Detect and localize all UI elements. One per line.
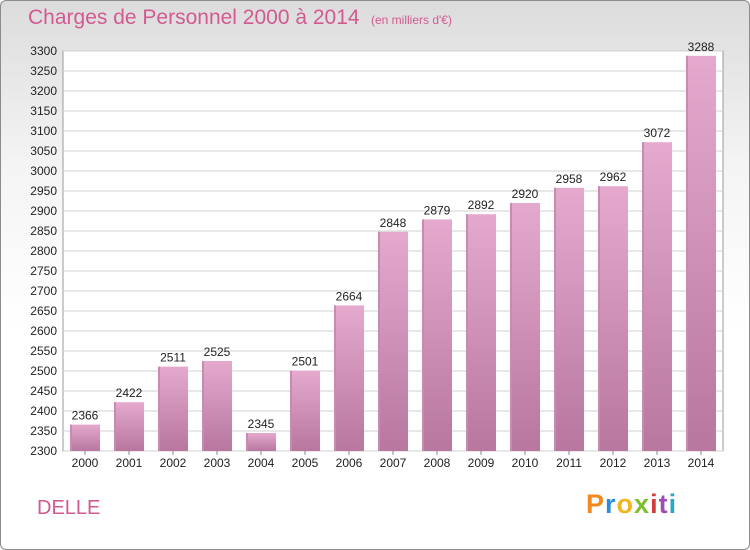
chart-subtitle: (en milliers d'€) bbox=[371, 13, 452, 27]
x-tick-label: 2013 bbox=[644, 456, 671, 470]
y-tick-label: 2650 bbox=[30, 304, 57, 318]
bar-edge bbox=[510, 203, 512, 451]
y-tick-label: 3000 bbox=[30, 164, 57, 178]
value-label: 2962 bbox=[600, 170, 627, 184]
y-tick-label: 2550 bbox=[30, 344, 57, 358]
bar-2006 bbox=[334, 305, 364, 451]
y-tick-label: 3150 bbox=[30, 104, 57, 118]
proxiti-logo: Proxiti bbox=[586, 489, 677, 520]
bar-edge bbox=[114, 402, 116, 451]
x-tick-label: 2006 bbox=[336, 456, 363, 470]
value-label: 2366 bbox=[72, 409, 99, 423]
bar-edge bbox=[598, 186, 600, 451]
bar-edge bbox=[290, 370, 292, 451]
bar-edge bbox=[554, 187, 556, 452]
bar-edge bbox=[686, 55, 688, 452]
commune-name: DELLE bbox=[37, 497, 101, 519]
bar-2009 bbox=[466, 214, 496, 451]
y-tick-label: 3250 bbox=[30, 64, 57, 78]
x-tick-label: 2004 bbox=[248, 456, 275, 470]
value-label: 2345 bbox=[248, 417, 275, 431]
x-tick-label: 2000 bbox=[72, 456, 99, 470]
logo-letter: x bbox=[634, 489, 651, 519]
bar-edge bbox=[378, 231, 380, 451]
bar-edge bbox=[158, 366, 160, 451]
value-label: 2501 bbox=[292, 355, 319, 369]
bar-edge bbox=[70, 424, 72, 451]
x-axis-ticks: 2000 2001 2002 2003 2004 2005 2006 2007 2008 2009… bbox=[72, 451, 715, 470]
bar-2012 bbox=[598, 186, 628, 451]
bar-2002 bbox=[158, 366, 188, 451]
value-label: 2525 bbox=[204, 345, 231, 359]
value-label: 2879 bbox=[424, 203, 451, 217]
chart-title: Charges de Personnel 2000 à 2014 bbox=[28, 6, 360, 29]
value-label: 3288 bbox=[688, 40, 715, 54]
bar-edge bbox=[202, 361, 204, 451]
x-tick-label: 2005 bbox=[292, 456, 319, 470]
value-label: 2422 bbox=[116, 386, 143, 400]
bar-2005 bbox=[290, 370, 320, 451]
bar-edge bbox=[422, 219, 424, 451]
y-tick-label: 2450 bbox=[30, 384, 57, 398]
y-tick-label: 2750 bbox=[30, 264, 57, 278]
y-tick-label: 2300 bbox=[30, 444, 57, 458]
y-tick-label: 2350 bbox=[30, 424, 57, 438]
logo-letter: r bbox=[605, 489, 617, 519]
y-tick-label: 2600 bbox=[30, 324, 57, 338]
x-tick-label: 2002 bbox=[160, 456, 187, 470]
y-tick-label: 3100 bbox=[30, 124, 57, 138]
bar-2007 bbox=[378, 231, 408, 451]
logo-letter: t bbox=[658, 489, 669, 519]
bar-2008 bbox=[422, 219, 452, 451]
y-tick-label: 3050 bbox=[30, 144, 57, 158]
value-label: 2511 bbox=[160, 351, 186, 365]
y-axis-ticks: 2300 2350 2400 2450 2500 2550 2600 2650 2700 2750… bbox=[30, 44, 57, 458]
value-label: 2848 bbox=[380, 216, 407, 230]
value-label: 2892 bbox=[468, 198, 495, 212]
value-labels: 2366 2422 2511 2525 2345 2501 2664 2848 2879 2892… bbox=[72, 40, 715, 431]
logo-letter: o bbox=[616, 489, 635, 519]
logo-letter: i bbox=[668, 489, 678, 519]
value-label: 2664 bbox=[336, 289, 363, 303]
logo-letter: P bbox=[586, 489, 606, 519]
x-tick-label: 2010 bbox=[512, 456, 539, 470]
bar-edge bbox=[466, 214, 468, 451]
bar-edge bbox=[642, 142, 644, 451]
x-tick-label: 2012 bbox=[600, 456, 627, 470]
x-tick-label: 2007 bbox=[380, 456, 407, 470]
y-tick-label: 2400 bbox=[30, 404, 57, 418]
y-tick-label: 2700 bbox=[30, 284, 57, 298]
bar-2001 bbox=[114, 402, 144, 451]
y-tick-label: 3200 bbox=[30, 84, 57, 98]
value-label: 2958 bbox=[556, 172, 583, 186]
y-tick-label: 2950 bbox=[30, 184, 57, 198]
bar-2014 bbox=[686, 55, 716, 452]
bars bbox=[70, 55, 716, 452]
bar-2010 bbox=[510, 203, 540, 451]
x-tick-label: 2009 bbox=[468, 456, 495, 470]
bar-2000 bbox=[70, 424, 100, 451]
bar-edge bbox=[334, 305, 336, 451]
logo-letter: i bbox=[650, 489, 659, 519]
x-tick-label: 2003 bbox=[204, 456, 231, 470]
x-tick-label: 2008 bbox=[424, 456, 451, 470]
y-tick-label: 2850 bbox=[30, 224, 57, 238]
bar-2013 bbox=[642, 142, 672, 451]
bar-2003 bbox=[202, 361, 232, 451]
y-tick-label: 2900 bbox=[30, 204, 57, 218]
value-label: 3072 bbox=[644, 126, 671, 140]
bar-2004 bbox=[246, 433, 276, 451]
value-label: 2920 bbox=[512, 187, 539, 201]
y-tick-label: 3300 bbox=[30, 44, 57, 58]
x-tick-label: 2001 bbox=[116, 456, 143, 470]
x-tick-label: 2014 bbox=[688, 456, 715, 470]
bar-2011 bbox=[554, 187, 584, 452]
x-tick-label: 2011 bbox=[556, 456, 582, 470]
y-tick-label: 2800 bbox=[30, 244, 57, 258]
bar-edge bbox=[246, 433, 248, 451]
y-tick-label: 2500 bbox=[30, 364, 57, 378]
